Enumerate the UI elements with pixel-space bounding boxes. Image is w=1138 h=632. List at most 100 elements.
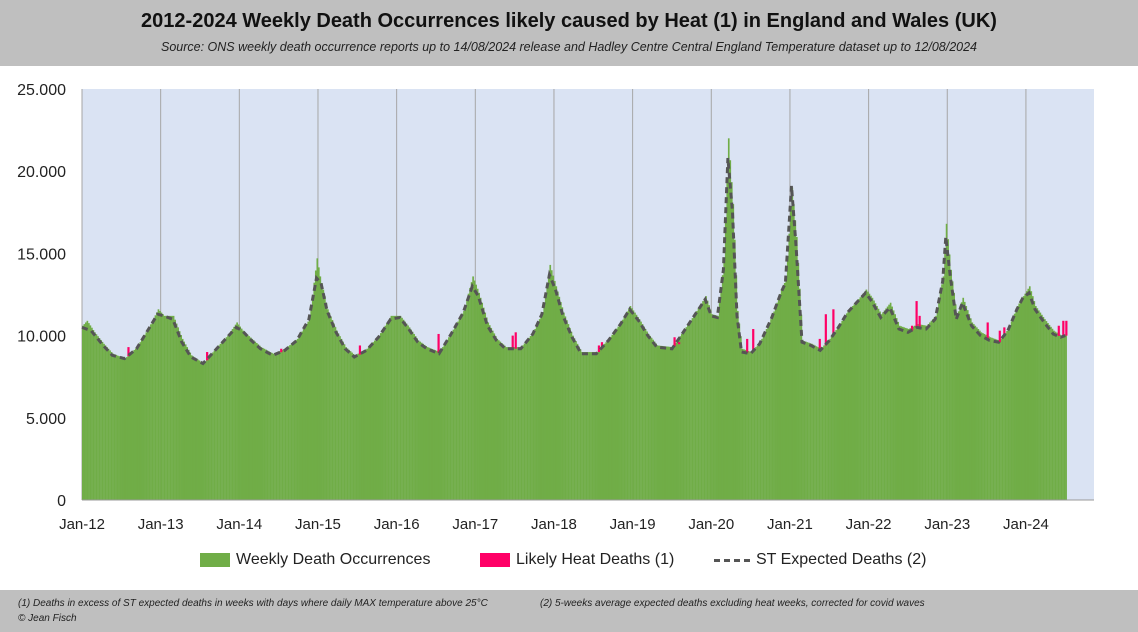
weekly-bar bbox=[935, 315, 937, 500]
weekly-bar bbox=[467, 293, 470, 500]
weekly-bar bbox=[541, 312, 544, 500]
weekly-bar bbox=[1048, 324, 1051, 500]
x-tick-label: Jan-19 bbox=[610, 516, 656, 533]
heat-bar bbox=[824, 314, 827, 346]
weekly-bar bbox=[615, 328, 618, 500]
weekly-bar bbox=[121, 357, 123, 500]
weekly-bar bbox=[635, 314, 638, 500]
weekly-bar bbox=[665, 346, 668, 500]
weekly-bar bbox=[168, 315, 170, 500]
weekly-bar bbox=[392, 315, 394, 500]
weekly-bar bbox=[529, 336, 532, 500]
weekly-bar bbox=[301, 331, 304, 500]
weekly-bar bbox=[110, 352, 113, 500]
weekly-bar bbox=[307, 321, 310, 500]
weekly-bar bbox=[278, 351, 281, 500]
weekly-bar bbox=[694, 313, 697, 500]
weekly-bar bbox=[482, 307, 485, 500]
weekly-bar bbox=[771, 315, 774, 500]
weekly-bar bbox=[207, 357, 210, 500]
weekly-bar bbox=[647, 333, 650, 500]
weekly-bar bbox=[494, 336, 497, 500]
weekly-bar bbox=[127, 355, 130, 500]
weekly-bar bbox=[717, 315, 719, 500]
weekly-bar bbox=[293, 341, 296, 500]
weekly-bar bbox=[569, 327, 571, 500]
weekly-bar bbox=[792, 204, 795, 500]
weekly-bar bbox=[245, 333, 248, 500]
weekly-bar bbox=[564, 316, 567, 500]
weekly-bar bbox=[776, 302, 778, 500]
weekly-bar bbox=[514, 347, 517, 500]
weekly-bar bbox=[274, 353, 276, 500]
weekly-bar bbox=[354, 355, 356, 500]
weekly-bar bbox=[832, 334, 834, 500]
weekly-bar bbox=[360, 352, 363, 500]
weekly-bar bbox=[299, 333, 302, 500]
weekly-bar bbox=[255, 342, 258, 500]
weekly-bar bbox=[404, 321, 406, 500]
weekly-bar bbox=[401, 317, 403, 500]
weekly-bar bbox=[380, 333, 382, 500]
weekly-bar bbox=[177, 327, 179, 500]
weekly-bar bbox=[962, 297, 965, 500]
weekly-bar bbox=[112, 353, 114, 500]
weekly-bar bbox=[805, 341, 807, 500]
weekly-bar bbox=[708, 305, 710, 500]
weekly-bar bbox=[240, 328, 243, 500]
weekly-bar bbox=[777, 298, 780, 500]
weekly-bar bbox=[606, 340, 609, 500]
weekly-bar bbox=[918, 324, 921, 500]
legend-expected-swatch bbox=[714, 558, 750, 562]
weekly-bar bbox=[204, 361, 207, 500]
weekly-bar bbox=[1007, 329, 1010, 500]
weekly-bar bbox=[737, 310, 739, 500]
weekly-bar bbox=[674, 342, 677, 500]
weekly-bar bbox=[941, 284, 943, 500]
weekly-bar bbox=[319, 276, 322, 500]
weekly-bar bbox=[939, 292, 942, 500]
weekly-bar bbox=[870, 295, 872, 500]
weekly-bar bbox=[979, 330, 981, 500]
weekly-bar bbox=[808, 342, 810, 500]
weekly-bar bbox=[578, 346, 580, 500]
weekly-bar bbox=[122, 357, 125, 500]
weekly-bar bbox=[991, 337, 993, 500]
weekly-bar bbox=[203, 363, 205, 500]
weekly-bar bbox=[410, 329, 412, 500]
weekly-bar bbox=[195, 358, 198, 500]
weekly-bar bbox=[727, 138, 730, 500]
weekly-bar bbox=[685, 327, 688, 500]
weekly-bar bbox=[933, 317, 936, 500]
weekly-bar bbox=[442, 347, 444, 500]
weekly-bar bbox=[1021, 298, 1024, 500]
weekly-bar bbox=[815, 346, 818, 500]
weekly-bar bbox=[257, 344, 260, 500]
weekly-bar bbox=[304, 326, 307, 500]
weekly-bar bbox=[417, 340, 420, 500]
weekly-bar bbox=[134, 348, 137, 500]
weekly-bar bbox=[343, 344, 346, 500]
weekly-bar bbox=[923, 325, 925, 500]
weekly-bar bbox=[653, 341, 656, 500]
heat-bar bbox=[597, 345, 601, 353]
heat-bar bbox=[818, 338, 821, 350]
weekly-bar bbox=[582, 352, 585, 500]
weekly-bar bbox=[1028, 286, 1031, 500]
weekly-bar bbox=[463, 310, 465, 500]
weekly-bar bbox=[180, 335, 182, 500]
weekly-bar bbox=[357, 353, 359, 500]
weekly-bar bbox=[1060, 335, 1063, 500]
weekly-bar bbox=[292, 342, 294, 500]
weekly-bar bbox=[612, 332, 615, 500]
y-tick-label: 20.000 bbox=[17, 164, 66, 181]
weekly-bar bbox=[662, 346, 665, 500]
weekly-bar bbox=[629, 306, 632, 500]
weekly-bar bbox=[275, 352, 278, 500]
weekly-bar bbox=[251, 338, 254, 500]
weekly-bar bbox=[714, 315, 716, 500]
weekly-bar bbox=[886, 306, 889, 500]
weekly-bar bbox=[673, 344, 676, 500]
weekly-bar bbox=[414, 336, 417, 500]
weekly-bar bbox=[511, 347, 514, 500]
